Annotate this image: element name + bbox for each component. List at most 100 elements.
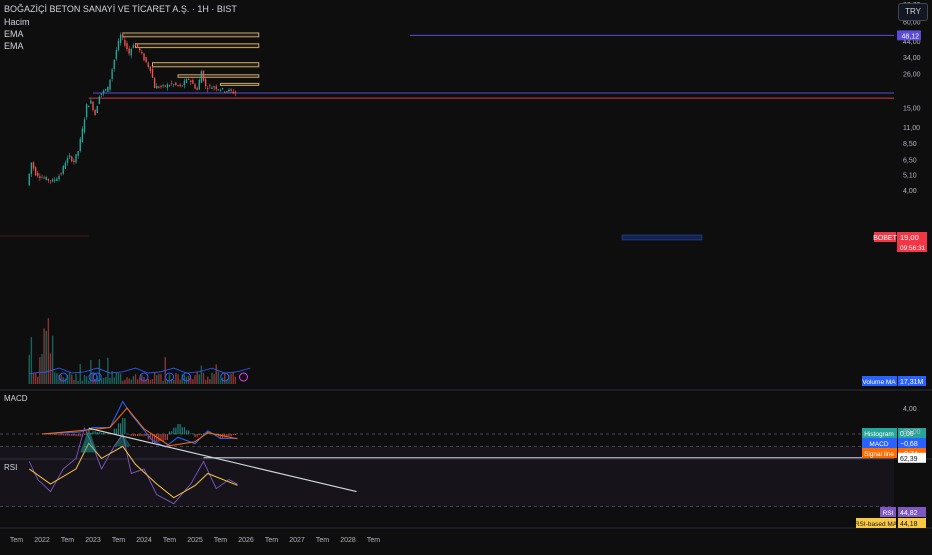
resistance-zone <box>123 33 259 37</box>
last-price-text: 19,00 <box>900 233 919 242</box>
candle-body <box>137 43 138 46</box>
volume-bar <box>109 378 110 384</box>
macd-histogram-bar <box>58 434 59 435</box>
candle-body <box>88 106 89 107</box>
candle-body <box>90 100 91 103</box>
candle-body <box>201 71 202 82</box>
macd-histogram-bar <box>146 434 147 436</box>
macd-histogram-bar <box>190 434 191 435</box>
macd-histogram-bar <box>97 432 98 434</box>
candle-body <box>67 158 68 163</box>
macd-histogram-bar <box>80 434 81 436</box>
candle-body <box>54 180 55 181</box>
candle-body <box>131 49 132 55</box>
volume-bar <box>133 376 134 384</box>
candle-body <box>75 154 76 162</box>
candle-body <box>48 179 49 181</box>
candle-body <box>169 85 170 86</box>
candle-body <box>228 90 229 92</box>
volume-bar <box>205 380 206 384</box>
volume-bar <box>220 379 221 384</box>
rsi-legend-value: 44,82 <box>900 510 918 517</box>
indicator-label-ema-2[interactable]: EMA <box>4 41 24 51</box>
candle-body <box>194 84 195 88</box>
macd-histogram-bar <box>63 434 64 435</box>
macd-histogram-bar <box>184 427 185 434</box>
candle-body <box>101 93 102 94</box>
volume-bar <box>52 336 53 384</box>
time-tick-label: Tem <box>163 537 176 544</box>
candle-body <box>199 80 200 90</box>
volume-bar <box>179 379 180 384</box>
candle-body <box>162 85 163 86</box>
macd-histogram-bar <box>135 434 136 436</box>
volume-bar <box>158 374 159 384</box>
macd-histogram-bar <box>78 434 79 436</box>
macd-axis-tick: 4,00 <box>903 406 917 413</box>
volume-bar <box>46 331 47 384</box>
candle-body <box>156 86 157 89</box>
macd-histogram-bar <box>71 434 72 436</box>
volume-bar <box>207 377 208 384</box>
rsi-title: RSI <box>4 463 17 472</box>
candle-body <box>31 163 32 175</box>
macd-legend-value: −0,68 <box>900 441 918 448</box>
candle-body <box>99 97 100 104</box>
macd-histogram-bar <box>194 434 195 437</box>
volume-bar <box>101 379 102 384</box>
volume-ma-label: Volume MA <box>862 379 896 386</box>
candle-body <box>184 81 185 85</box>
volume-bar <box>203 373 204 384</box>
candle-body <box>213 86 214 87</box>
candle-body <box>175 83 176 85</box>
macd-histogram-bar <box>167 434 168 440</box>
candle-body <box>39 176 40 178</box>
volume-bar <box>35 372 36 384</box>
macd-histogram-bar <box>165 434 166 440</box>
time-tick-label: Tem <box>112 537 125 544</box>
macd-histogram-bar <box>95 431 96 434</box>
macd-histogram-bar <box>116 429 117 435</box>
candle-body <box>86 104 87 117</box>
volume-bar <box>156 375 157 384</box>
macd-title: MACD <box>4 394 28 403</box>
macd-histogram-bar <box>50 434 51 435</box>
candle-body <box>209 85 210 86</box>
macd-histogram-bar <box>228 434 229 436</box>
currency-button[interactable]: TRY <box>898 3 928 21</box>
candle-body <box>160 86 161 87</box>
candle-body <box>52 179 53 181</box>
candle-body <box>60 173 61 174</box>
macd-histogram-bar <box>163 434 164 441</box>
indicator-label-volume[interactable]: Hacim <box>4 17 30 27</box>
volume-bar <box>41 354 42 384</box>
candle-body <box>203 71 204 81</box>
volume-bar <box>69 372 70 384</box>
macd-histogram-bar <box>233 434 234 435</box>
candle-body <box>69 155 70 157</box>
macd-histogram-bar <box>133 434 134 436</box>
projection-box <box>622 235 702 240</box>
candle-body <box>143 54 144 61</box>
candle-body <box>139 48 140 50</box>
volume-bar <box>84 375 85 384</box>
rsi-level-box-text: 62,39 <box>900 456 918 463</box>
macd-histogram-bar <box>201 434 202 435</box>
macd-legend-name: Signal line <box>864 451 894 458</box>
volume-bar <box>162 381 163 384</box>
time-tick-label: 2027 <box>289 537 305 544</box>
level-48-box-text: 48,12 <box>901 33 919 40</box>
volume-bar <box>120 374 121 384</box>
volume-bar <box>213 374 214 384</box>
macd-histogram-bar <box>173 428 174 435</box>
time-tick-label: Tem <box>316 537 329 544</box>
candle-body <box>233 92 234 94</box>
volume-bar <box>29 355 30 384</box>
candle-body <box>120 35 121 43</box>
macd-histogram-bar <box>52 434 53 435</box>
indicator-label-ema-1[interactable]: EMA <box>4 29 24 39</box>
volume-bar <box>71 375 72 384</box>
volume-bar <box>186 377 187 384</box>
volume-bar <box>82 381 83 384</box>
